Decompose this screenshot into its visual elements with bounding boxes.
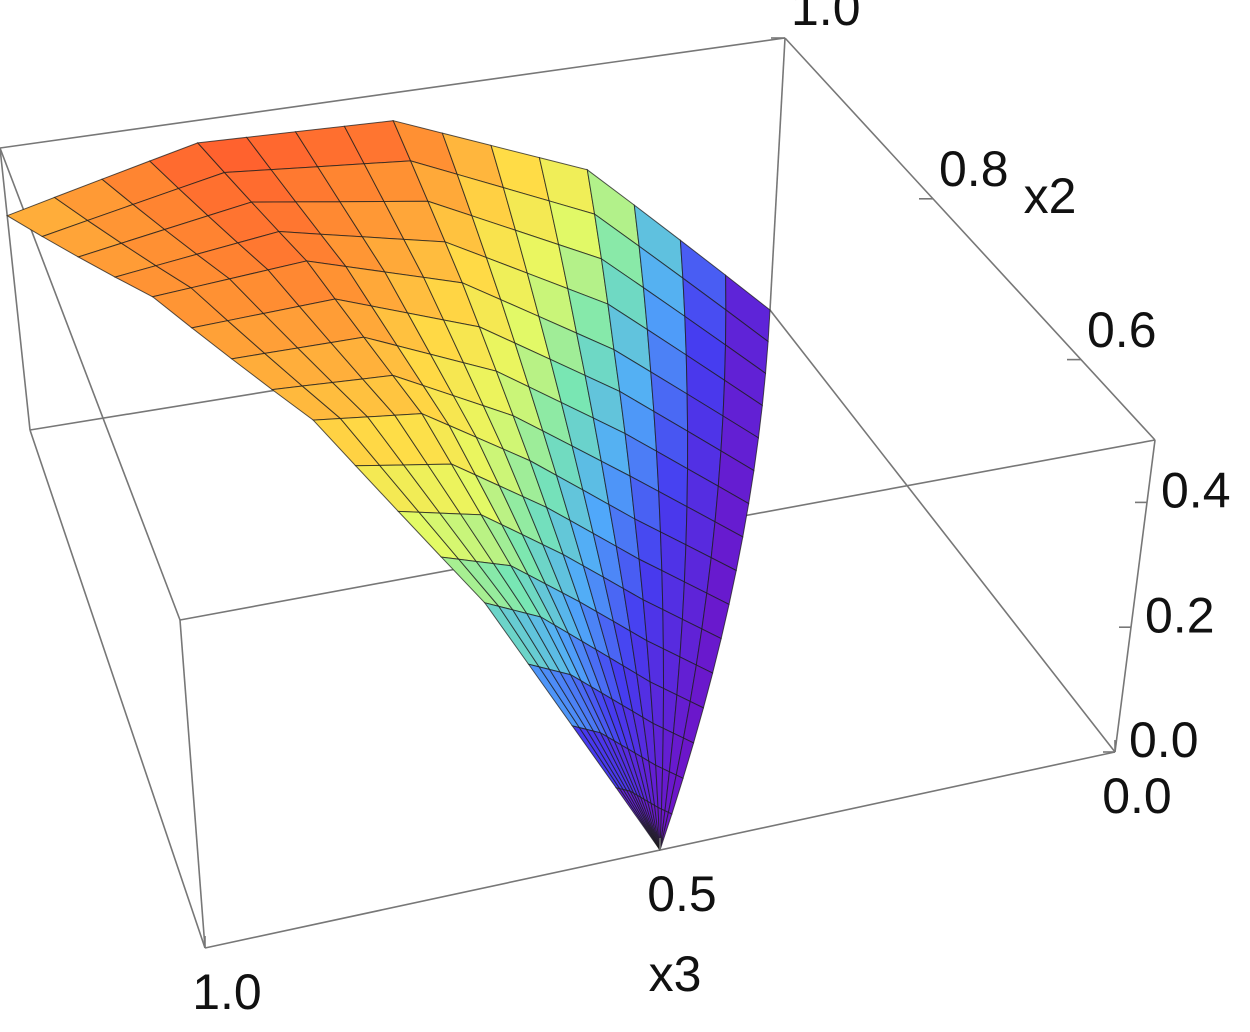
x-tick-label: 0.0 <box>1102 768 1172 824</box>
y-tick-label: 0.6 <box>1087 302 1157 358</box>
surface-patch <box>659 811 673 851</box>
x-tick-label: 1.0 <box>192 964 262 1020</box>
box-edge <box>769 309 1116 753</box>
surface <box>6 119 771 851</box>
box-edge <box>0 37 786 149</box>
box-edge <box>769 37 786 311</box>
axes: 1.0 0.5 0.0 0.6 0.8 1.0 0.0 0.2 0.4 <box>192 0 1230 1020</box>
y-tick-label: 1.0 <box>791 0 861 36</box>
x-axis-label: x3 <box>649 946 702 1002</box>
z-tick-label: 0.4 <box>1161 463 1231 519</box>
z-tick-label: 0.0 <box>1129 712 1199 768</box>
box-edge <box>29 429 206 949</box>
box-edge <box>179 619 206 949</box>
box-edge <box>1114 439 1156 753</box>
z-tick-label: 0.2 <box>1145 587 1215 643</box>
x-tick-label: 0.5 <box>647 866 717 922</box>
y-axis-label: x2 <box>1024 168 1077 224</box>
y-tick-label: 0.8 <box>939 141 1009 197</box>
box-edge <box>784 37 1156 441</box>
box-edge <box>0 147 31 431</box>
